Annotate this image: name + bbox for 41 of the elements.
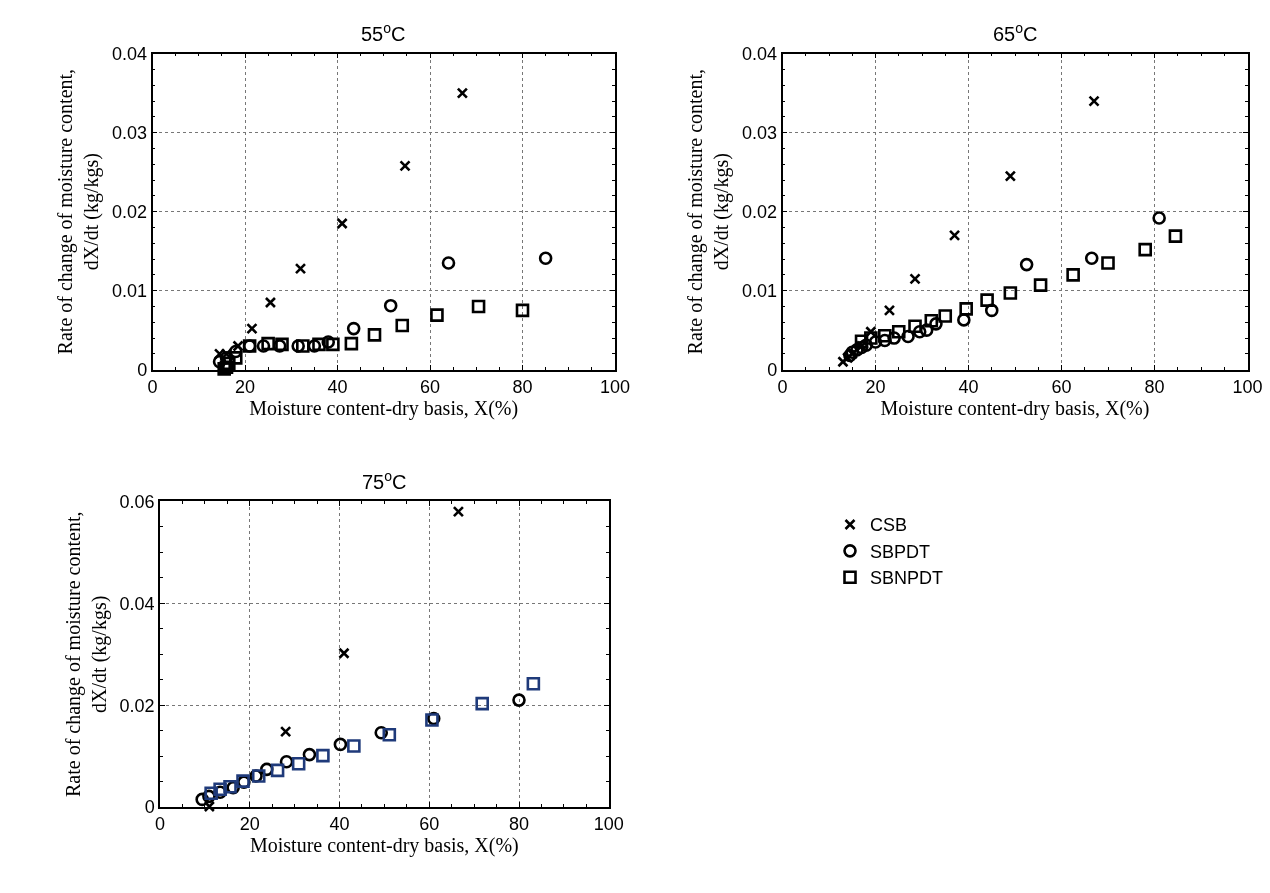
chart-title: 65$^{o}$C	[993, 20, 1038, 46]
x-tick-label: 20	[234, 377, 256, 398]
y-tick-label: 0.06	[119, 491, 155, 512]
y-tick-label: 0.04	[112, 43, 148, 64]
y-tick-label: 0.04	[119, 593, 155, 614]
x-tick-label: 60	[419, 377, 441, 398]
chart-title: 75$^{o}$C	[362, 468, 407, 494]
y-tick-label: 0.02	[742, 201, 778, 222]
y-tick-label: 0.03	[742, 122, 778, 143]
y-axis-title: Rate of change of moisture content, dX/dt (kg/kgs)	[684, 68, 734, 355]
x-tick-label: 20	[865, 377, 886, 398]
y-tick-label: 0	[767, 359, 778, 380]
x-tick-label: 60	[1051, 377, 1072, 398]
y-tick-label: 0.04	[742, 43, 778, 64]
y-tick-label: 0	[144, 797, 155, 818]
x-tick-label: 100	[599, 377, 631, 398]
x-axis-title: Moisture content-dry basis, X(%)	[249, 834, 519, 858]
y-tick-label: 0.02	[112, 201, 148, 222]
chart-title: 55$^{o}$C	[361, 20, 406, 46]
x-tick-label: 80	[512, 377, 533, 398]
y-tick-label: 0.02	[119, 695, 155, 716]
x-tick-label: 40	[958, 377, 979, 398]
x-axis-title: Moisture content-dry basis, X(%)	[249, 397, 519, 421]
y-axis-title: Rate of change of moisture content, dX/dt (kg/kgs)	[54, 68, 104, 355]
x-tick-label: 40	[329, 814, 350, 835]
y-tick-label: 0.03	[112, 122, 148, 143]
x-tick-label: 60	[419, 814, 440, 835]
legend-label: SBPDT	[870, 541, 931, 562]
x-tick-label: 20	[239, 814, 260, 835]
y-tick-label: 0.01	[742, 280, 778, 301]
y-axis-title: Rate of change of moisture content, dX/dt (kg/kgs)	[61, 511, 111, 798]
x-axis-title: Moisture content-dry basis, X(%)	[880, 397, 1150, 421]
x-tick-label: 80	[508, 814, 530, 835]
y-tick-label: 0	[137, 359, 148, 380]
x-tick-label: 100	[1232, 377, 1263, 398]
legend-label: SBNPDT	[870, 568, 944, 589]
y-tick-label: 0.01	[112, 280, 148, 301]
legend-label: CSB	[870, 515, 908, 536]
x-tick-label: 80	[1144, 377, 1165, 398]
x-tick-label: 40	[327, 377, 348, 398]
x-tick-label: 100	[593, 814, 624, 835]
